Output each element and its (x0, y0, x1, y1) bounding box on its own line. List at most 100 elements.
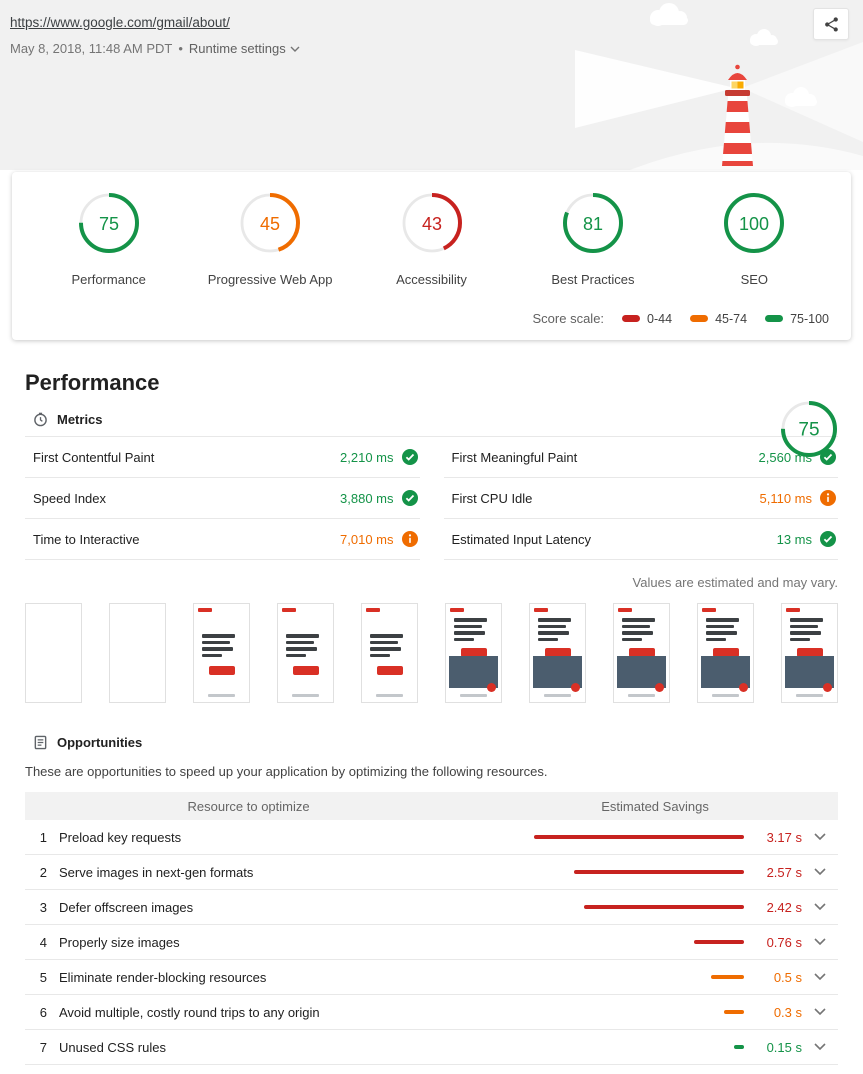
scale-range-label: 45-74 (715, 311, 748, 326)
thumb-fab (823, 683, 832, 692)
expand-row-button[interactable] (802, 1008, 838, 1016)
check-circle-icon (820, 531, 836, 547)
scale-range-orange: 45-74 (690, 312, 747, 326)
expand-row-button[interactable] (802, 938, 838, 946)
metric-value: 7,010 ms (340, 531, 418, 547)
thumb-logo (366, 608, 380, 612)
opportunities-title: Opportunities (57, 735, 143, 750)
filmstrip-frame-2 (109, 603, 166, 703)
thumb-footer-line (376, 694, 403, 697)
expand-row-button[interactable] (802, 833, 838, 841)
thumb-button (712, 648, 739, 657)
expand-row-button[interactable] (802, 973, 838, 981)
thumb-footer-line (208, 694, 235, 697)
score-gauge-progressive-web-app[interactable]: 45 Progressive Web App (189, 192, 350, 287)
metric-label: Estimated Input Latency (451, 531, 591, 547)
stopwatch-icon (34, 412, 47, 427)
performance-score-gauge[interactable]: 75 (780, 400, 838, 463)
check-circle-icon (401, 490, 418, 506)
opportunity-number: 4 (39, 934, 47, 950)
opportunity-row-eliminate-render-blocking-resources[interactable]: 5 Eliminate render-blocking resources 0.5 … (25, 960, 838, 995)
opportunities-description: These are opportunities to speed up your… (25, 764, 548, 779)
filmstrip-frame-1 (25, 603, 82, 703)
metric-first-cpu-idle: First CPU Idle 5,110 ms (443, 478, 838, 519)
score-gauge-seo[interactable]: 100 SEO (674, 192, 835, 287)
gauge-svg: 45 (240, 193, 301, 253)
opportunity-row-preload-key-requests[interactable]: 1 Preload key requests 3.17 s (25, 820, 838, 855)
opportunities-table: Resource to optimize Estimated Savings 1… (25, 792, 838, 1065)
share-button[interactable] (813, 8, 849, 40)
share-icon (824, 16, 838, 32)
thumb-footer-line (712, 694, 739, 697)
expand-row-button[interactable] (802, 868, 838, 876)
metric-value: 3,880 ms (340, 490, 418, 506)
savings-bar-track (532, 905, 744, 909)
opportunity-label: Unused CSS rules (59, 1039, 166, 1055)
thumb-headline (370, 634, 409, 660)
thumb-footer-line (544, 694, 571, 697)
thumb-footer-line (628, 694, 655, 697)
savings-value: 0.15 s (766, 1039, 802, 1055)
opportunity-label: Preload key requests (59, 829, 182, 845)
cloud-icon (750, 29, 778, 46)
scale-range-label: 75-100 (790, 311, 829, 326)
thumb-fab (487, 683, 496, 692)
score-summary-card: 75 Performance 45 Progressive Web App 43 Ac… (12, 172, 851, 340)
savings-bar (694, 940, 744, 944)
metric-speed-index: Speed Index 3,880 ms (25, 478, 420, 519)
opportunity-row-defer-offscreen-images[interactable]: 3 Defer offscreen images 2.42 s (25, 890, 838, 925)
thumb-footer-line (292, 694, 319, 697)
scale-pill-orange (690, 315, 709, 322)
filmstrip-frame-10 (781, 603, 838, 703)
thumb-hero-image (785, 656, 834, 692)
savings-bar (724, 1010, 744, 1014)
expand-row-button[interactable] (802, 1043, 838, 1051)
savings-bar (534, 835, 744, 839)
meta-separator: • (178, 41, 183, 56)
metric-value: 2,210 ms (340, 449, 418, 465)
report-timestamp: May 8, 2018, 11:48 AM PDT (10, 41, 173, 56)
opportunity-row-avoid-multiple-costly-round-trips-to-any-origin[interactable]: 6 Avoid multiple, costly round trips to a… (25, 995, 838, 1030)
score-gauge-best-practices[interactable]: 81 Best Practices (512, 192, 673, 287)
savings-bar-track (532, 870, 744, 874)
check-circle-icon (401, 449, 418, 465)
opportunities-table-header: Resource to optimize Estimated Savings (25, 792, 838, 820)
filmstrip-frame-9 (697, 603, 754, 703)
filmstrip-frame-6 (445, 603, 502, 703)
opportunity-row-properly-size-images[interactable]: 4 Properly size images 0.76 s (25, 925, 838, 960)
thumb-hero-image (701, 656, 750, 692)
runtime-settings-toggle[interactable]: Runtime settings (189, 41, 300, 56)
thumb-headline (790, 618, 829, 644)
thumb-hero-image (533, 656, 582, 692)
thumb-logo (786, 608, 800, 612)
metric-number: 7,010 ms (340, 531, 394, 547)
expand-row-button[interactable] (802, 903, 838, 911)
metric-label: First Contentful Paint (33, 449, 155, 465)
gauge-ring-accessibility: 43 (401, 192, 463, 259)
savings-value: 2.42 s (766, 899, 802, 915)
thumb-button (544, 648, 571, 657)
opportunity-row-unused-css-rules[interactable]: 7 Unused CSS rules 0.15 s (25, 1030, 838, 1065)
opportunities-header: Opportunities (25, 735, 838, 759)
savings-bar-track (532, 940, 744, 944)
opportunity-row-serve-images-in-next-gen-formats[interactable]: 2 Serve images in next-gen formats 2.57 s (25, 855, 838, 890)
filmstrip-frame-8 (613, 603, 670, 703)
opportunity-number: 7 (39, 1039, 47, 1055)
gauge-ring-performance: 75 (78, 192, 140, 259)
thumb-headline (538, 618, 577, 644)
report-url-link[interactable]: https://www.google.com/gmail/about/ (10, 15, 230, 30)
thumb-logo (618, 608, 632, 612)
savings-value: 0.3 s (773, 1004, 802, 1020)
info-circle-icon (401, 531, 418, 547)
document-icon (34, 735, 47, 750)
thumb-headline (286, 634, 325, 660)
thumb-fab (655, 683, 664, 692)
score-gauge-performance[interactable]: 75 Performance (28, 192, 189, 287)
filmstrip-frame-7 (529, 603, 586, 703)
info-circle-icon (820, 490, 836, 506)
thumb-button (796, 648, 823, 657)
svg-text:43: 43 (422, 214, 442, 234)
check-circle-icon (820, 449, 836, 465)
score-gauge-accessibility[interactable]: 43 Accessibility (351, 192, 512, 287)
metric-value: 13 ms (777, 531, 836, 547)
